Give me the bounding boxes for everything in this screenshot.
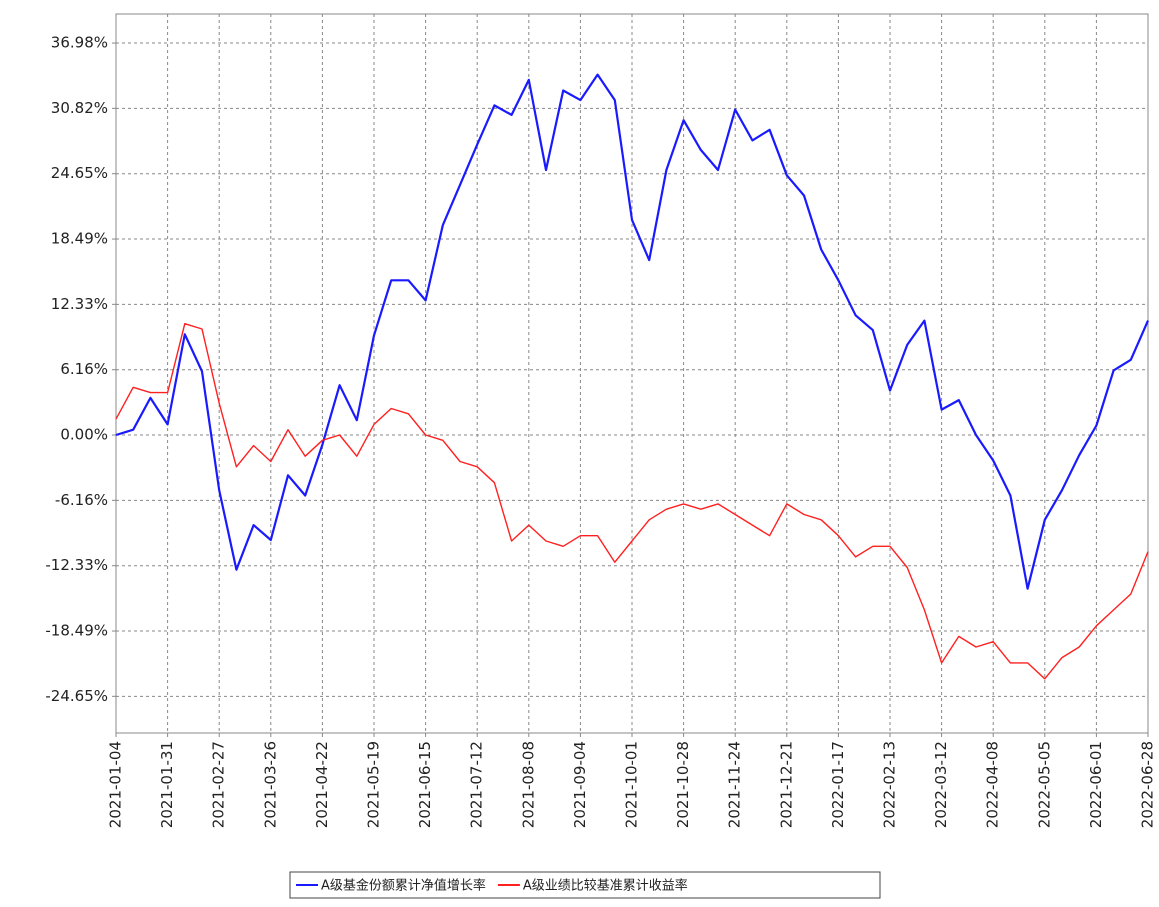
x-tick-label: 2021-01-04 [107, 741, 125, 828]
x-tick-label: 2021-11-24 [726, 741, 744, 828]
x-tick-label: 2021-01-31 [158, 741, 176, 828]
x-tick-label: 2021-10-28 [674, 741, 692, 828]
y-tick-label: -24.65% [45, 687, 108, 705]
y-tick-label: -18.49% [45, 622, 108, 640]
x-tick-label: 2021-08-08 [519, 741, 537, 828]
y-tick-label: -6.16% [55, 491, 108, 509]
y-tick-label: 6.16% [60, 360, 108, 378]
plot-frame [115, 13, 1149, 734]
y-tick-label: -12.33% [45, 556, 108, 574]
x-tick-label: 2021-07-12 [468, 741, 486, 828]
legend-label: A级基金份额累计净值增长率 [321, 878, 486, 894]
grid [112, 14, 1149, 737]
x-tick-label: 2022-06-28 [1139, 741, 1157, 828]
x-tick-label: 2022-01-17 [829, 741, 847, 828]
lines [115, 73, 1150, 680]
x-tick-label: 2021-12-21 [777, 741, 795, 828]
y-tick-label: 30.82% [51, 99, 108, 117]
y-tick-label: 0.00% [60, 426, 108, 444]
x-tick-label: 2021-03-26 [261, 741, 279, 828]
y-tick-label: 18.49% [51, 230, 108, 248]
x-tick-label: 2021-09-04 [571, 741, 589, 828]
legend-box [289, 871, 881, 899]
x-tick-label: 2021-10-01 [623, 741, 641, 828]
series-line [115, 323, 1149, 680]
y-tick-label: 12.33% [51, 295, 108, 313]
x-tick-label: 2021-06-15 [416, 741, 434, 828]
y-tick-label: 24.65% [51, 164, 108, 182]
legend-label: A级业绩比较基准累计收益率 [523, 878, 688, 894]
x-tick-label: 2021-05-19 [365, 741, 383, 828]
x-tick-label: 2022-04-08 [984, 741, 1002, 828]
y-tick-label: 36.98% [51, 34, 108, 52]
x-tick-label: 2022-06-01 [1087, 741, 1105, 828]
x-tick-label: 2022-02-13 [881, 741, 899, 828]
x-tick-label: 2022-03-12 [932, 741, 950, 828]
labels: 36.98% 30.82% 24.65% 18.49% 12.33% 6.16% 0.00%… [45, 34, 1156, 829]
x-tick-label: 2021-02-27 [210, 741, 228, 828]
legend: A级基金份额累计净值增长率 A级业绩比较基准累计收益率 [296, 878, 688, 894]
x-tick-label: 2021-04-22 [313, 741, 331, 828]
series-line [115, 73, 1150, 590]
x-tick-label: 2022-05-05 [1035, 741, 1053, 828]
